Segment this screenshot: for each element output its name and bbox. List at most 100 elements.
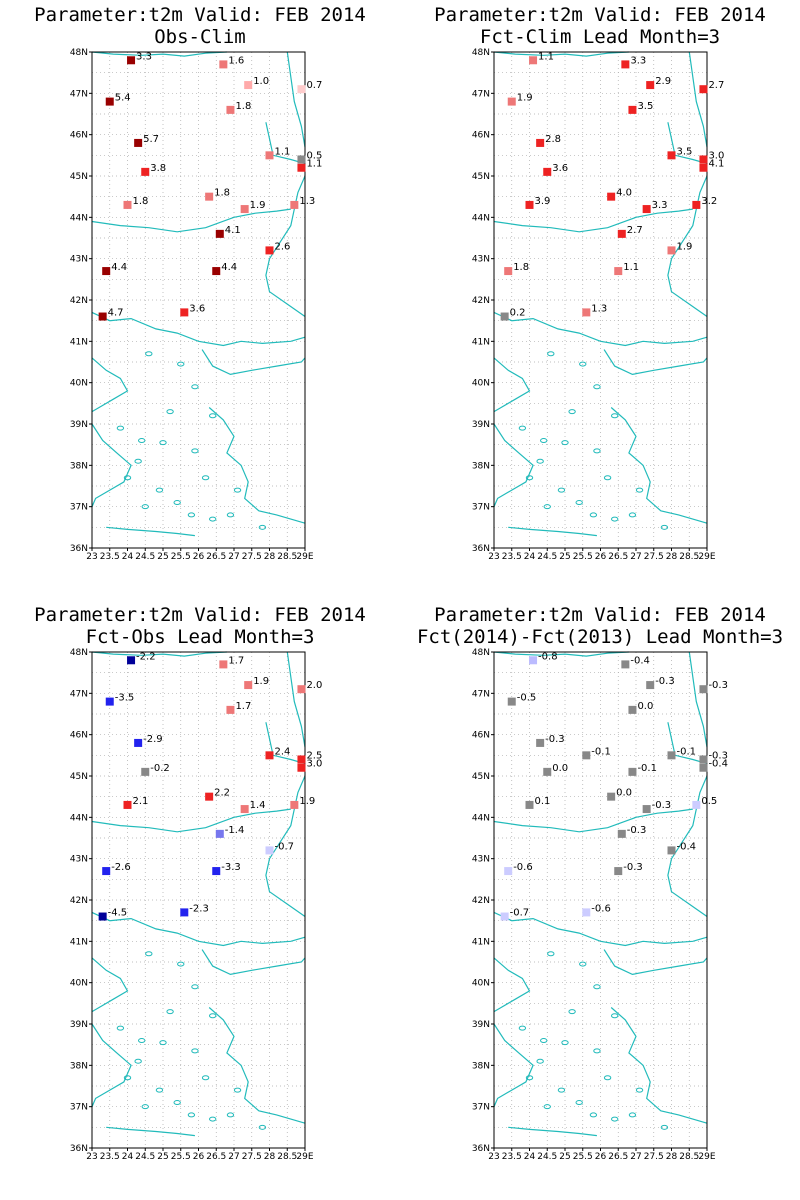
lon-tick-label: 25.5 bbox=[171, 552, 191, 562]
station-value-label: 3.5 bbox=[637, 101, 653, 112]
island-outline bbox=[557, 487, 566, 493]
lat-tick-label: 45N bbox=[472, 172, 490, 182]
station-marker bbox=[212, 867, 221, 876]
lat-tick-label: 43N bbox=[472, 255, 490, 265]
station-value-label: 1.1 bbox=[275, 146, 291, 157]
station-value-label: -0.3 bbox=[652, 800, 672, 811]
island-outline bbox=[258, 1124, 267, 1130]
station-value-label: -0.7 bbox=[510, 908, 530, 919]
lat-tick-label: 37N bbox=[70, 503, 88, 513]
station-value-label: -2.9 bbox=[143, 734, 163, 745]
island-outline bbox=[589, 512, 598, 518]
lon-tick-label: 24.5 bbox=[537, 1152, 557, 1162]
coastline bbox=[106, 1126, 195, 1137]
station-value-label: 1.9 bbox=[250, 200, 266, 211]
lon-tick-label: 27 bbox=[630, 552, 641, 562]
station-marker bbox=[621, 60, 630, 69]
station-marker bbox=[536, 138, 545, 147]
island-outline bbox=[187, 512, 196, 518]
lon-tick-label: 29E bbox=[296, 1152, 313, 1162]
station-value-label: -1.4 bbox=[225, 825, 245, 836]
lat-tick-label: 48N bbox=[472, 48, 490, 58]
island-outline bbox=[593, 448, 601, 454]
station-value-label: -0.5 bbox=[517, 693, 537, 704]
lat-tick-label: 40N bbox=[472, 979, 490, 989]
station-marker bbox=[582, 751, 591, 760]
station-value-label: 0.5 bbox=[306, 150, 322, 161]
lon-tick-label: 25 bbox=[559, 1152, 570, 1162]
station-marker bbox=[244, 681, 253, 690]
island-outline bbox=[134, 458, 142, 464]
island-outline bbox=[141, 504, 149, 510]
lat-tick-label: 48N bbox=[70, 648, 88, 658]
coastline bbox=[91, 1023, 132, 1107]
station-value-label: 2.4 bbox=[275, 746, 291, 757]
panel-1-title-line2: Obs-Clim bbox=[154, 26, 246, 48]
station-value-label: 2.0 bbox=[306, 680, 322, 691]
lon-tick-label: 27 bbox=[630, 1152, 641, 1162]
lat-tick-label: 39N bbox=[70, 420, 88, 430]
station-marker bbox=[536, 738, 545, 747]
lat-tick-label: 36N bbox=[70, 1144, 88, 1154]
lat-tick-label: 47N bbox=[472, 689, 490, 699]
station-value-label: 4.1 bbox=[708, 159, 724, 170]
station-value-label: 4.0 bbox=[616, 188, 632, 199]
lon-tick-label: 25 bbox=[157, 1152, 168, 1162]
island-outline bbox=[603, 475, 612, 481]
station-value-label: 1.7 bbox=[235, 701, 251, 712]
station-marker bbox=[628, 767, 637, 776]
lon-tick-label: 24 bbox=[122, 1152, 134, 1162]
lat-tick-label: 45N bbox=[472, 772, 490, 782]
panel-3-title-line2: Fct-Obs Lead Month=3 bbox=[85, 626, 315, 648]
panel-2-title-line2: Fct-Clim Lead Month=3 bbox=[479, 26, 721, 48]
island-outline bbox=[138, 1038, 146, 1044]
station-value-label: 3.9 bbox=[535, 196, 551, 207]
lat-tick-label: 43N bbox=[70, 255, 88, 265]
lat-tick-label: 38N bbox=[472, 461, 490, 471]
island-outline bbox=[579, 961, 587, 967]
lat-tick-label: 44N bbox=[472, 213, 490, 223]
lat-tick-label: 39N bbox=[472, 1020, 490, 1030]
station-marker bbox=[646, 81, 655, 90]
panel-4-title: Parameter:t2m Valid: FEB 2014 Fct(2014)-… bbox=[400, 604, 800, 648]
lon-tick-label: 28 bbox=[264, 552, 276, 562]
station-value-label: -0.2 bbox=[150, 763, 170, 774]
island-outline bbox=[177, 361, 185, 367]
lon-tick-label: 24 bbox=[524, 1152, 536, 1162]
island-outline bbox=[561, 440, 569, 446]
lat-tick-label: 37N bbox=[472, 503, 490, 513]
station-marker bbox=[543, 767, 552, 776]
station-value-label: 0.0 bbox=[552, 763, 568, 774]
coastline bbox=[688, 651, 708, 748]
coastline bbox=[610, 407, 708, 524]
lat-tick-label: 41N bbox=[70, 937, 88, 947]
island-outline bbox=[233, 1087, 242, 1093]
lon-tick-label: 24 bbox=[524, 552, 536, 562]
lat-tick-label: 41N bbox=[472, 937, 490, 947]
lat-tick-label: 40N bbox=[70, 979, 88, 989]
lat-tick-label: 43N bbox=[472, 855, 490, 865]
station-marker bbox=[297, 755, 306, 764]
coastline bbox=[493, 1023, 534, 1107]
panel-2-title: Parameter:t2m Valid: FEB 2014 Fct-Clim L… bbox=[400, 4, 800, 48]
island-outline bbox=[201, 1075, 210, 1081]
lon-tick-label: 25 bbox=[157, 552, 168, 562]
station-marker bbox=[667, 246, 676, 255]
island-outline bbox=[209, 1116, 217, 1122]
lat-tick-label: 36N bbox=[472, 1144, 490, 1154]
station-value-label: 3.8 bbox=[150, 163, 166, 174]
station-marker bbox=[529, 656, 538, 665]
station-value-label: 1.9 bbox=[517, 93, 533, 104]
island-outline bbox=[593, 984, 601, 990]
island-outline bbox=[536, 458, 544, 464]
station-marker bbox=[102, 867, 111, 876]
coastline bbox=[91, 423, 132, 507]
island-outline bbox=[611, 516, 619, 522]
island-outline bbox=[525, 475, 534, 481]
lat-tick-label: 36N bbox=[472, 544, 490, 554]
island-outline bbox=[138, 438, 146, 444]
station-marker bbox=[265, 246, 274, 255]
station-marker bbox=[244, 81, 253, 90]
coastline bbox=[667, 775, 708, 917]
island-outline bbox=[611, 1013, 619, 1019]
